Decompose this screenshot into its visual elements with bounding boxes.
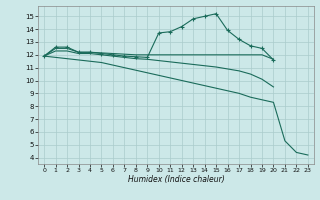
X-axis label: Humidex (Indice chaleur): Humidex (Indice chaleur) (128, 175, 224, 184)
